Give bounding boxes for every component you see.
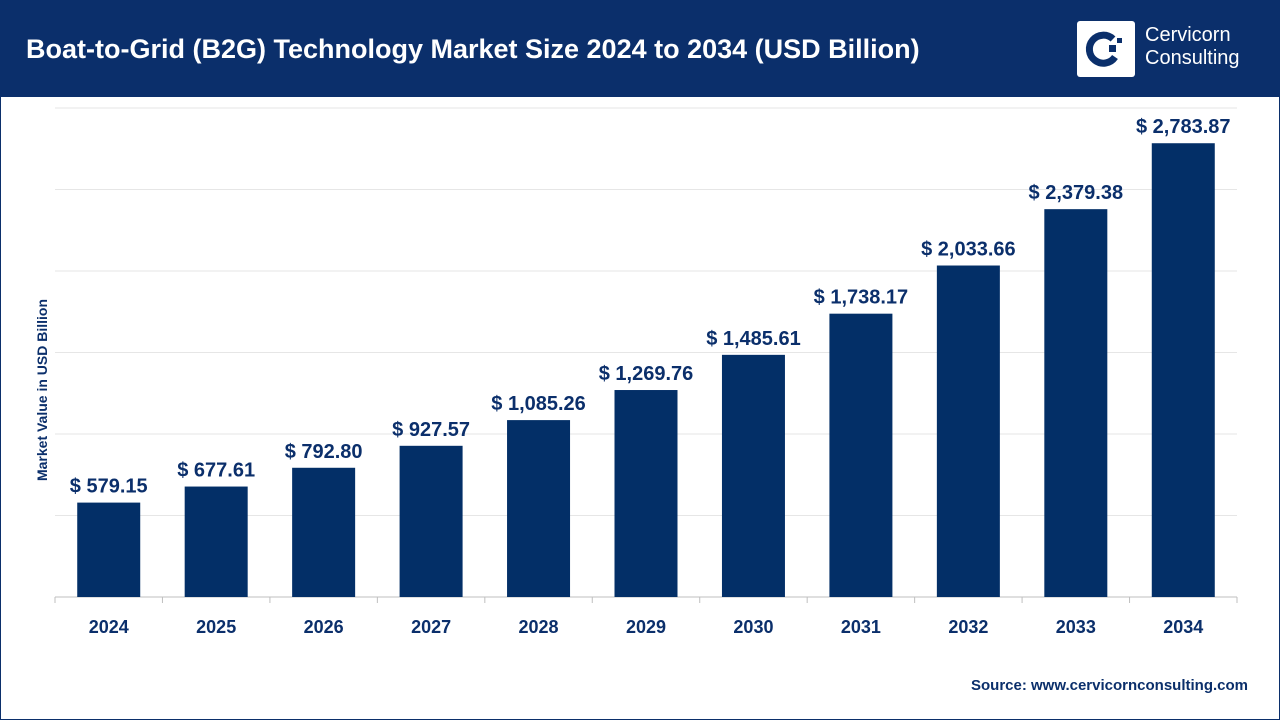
bar-2024: [77, 502, 141, 597]
x-tick-label-2028: 2028: [519, 617, 559, 637]
x-tick-label-2024: 2024: [89, 617, 129, 637]
bar-2029: [614, 390, 678, 597]
bar-2032: [936, 265, 1000, 597]
bar-2031: [829, 313, 893, 597]
bar-2033: [1044, 209, 1108, 597]
chart-title: Boat-to-Grid (B2G) Technology Market Siz…: [26, 34, 920, 64]
data-label-2031: $ 1,738.17: [814, 287, 909, 309]
x-tick-label-2033: 2033: [1056, 617, 1096, 637]
logo-line-2: Consulting: [1145, 47, 1240, 69]
header-banner: Boat-to-Grid (B2G) Technology Market Siz…: [0, 0, 1280, 97]
x-tick-label-2032: 2032: [948, 617, 988, 637]
data-label-2027: $ 927.57: [392, 419, 470, 441]
x-tick-label-2029: 2029: [626, 617, 666, 637]
cervicorn-logo-icon: [1077, 21, 1135, 77]
logo-line-1: Cervicorn: [1145, 24, 1231, 46]
x-tick-label-2030: 2030: [733, 617, 773, 637]
data-label-2029: $ 1,269.76: [599, 363, 694, 385]
data-label-2028: $ 1,085.26: [491, 393, 586, 415]
data-label-2032: $ 2,033.66: [921, 239, 1016, 261]
bar-2027: [399, 445, 463, 597]
bar-2034: [1151, 143, 1215, 597]
logo-text: Cervicorn Consulting: [1145, 24, 1240, 70]
x-tick-label-2026: 2026: [304, 617, 344, 637]
x-tick-label-2034: 2034: [1163, 617, 1203, 637]
x-tick-label-2027: 2027: [411, 617, 451, 637]
x-tick-label-2025: 2025: [196, 617, 236, 637]
data-label-2033: $ 2,379.38: [1029, 182, 1124, 204]
source-note: Source: www.cervicornconsulting.com: [970, 677, 1248, 694]
data-label-2025: $ 677.61: [177, 460, 255, 482]
data-label-2024: $ 579.15: [70, 476, 148, 498]
bar-2025: [184, 486, 248, 597]
bar-2026: [292, 467, 356, 597]
data-label-2026: $ 792.80: [285, 441, 363, 463]
bar-2030: [721, 354, 785, 597]
bar-2028: [507, 420, 571, 597]
x-tick-label-2031: 2031: [841, 617, 881, 637]
data-label-2030: $ 1,485.61: [706, 328, 801, 350]
data-label-2034: $ 2,783.87: [1136, 116, 1231, 138]
